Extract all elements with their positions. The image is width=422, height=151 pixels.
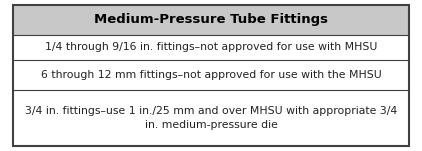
Bar (13, 5, 409, 35)
Text: Medium-Pressure Tube Fittings: Medium-Pressure Tube Fittings (94, 13, 328, 26)
Bar (13, 90, 409, 146)
Bar (13, 35, 409, 60)
Text: 1/4 through 9/16 in. fittings–not approved for use with MHSU: 1/4 through 9/16 in. fittings–not approv… (45, 42, 377, 52)
Text: 3/4 in. fittings–use 1 in./25 mm and over MHSU with appropriate 3/4
in. medium-p: 3/4 in. fittings–use 1 in./25 mm and ove… (25, 106, 397, 130)
Bar (13, 60, 409, 90)
Text: 6 through 12 mm fittings–not approved for use with the MHSU: 6 through 12 mm fittings–not approved fo… (41, 70, 381, 80)
